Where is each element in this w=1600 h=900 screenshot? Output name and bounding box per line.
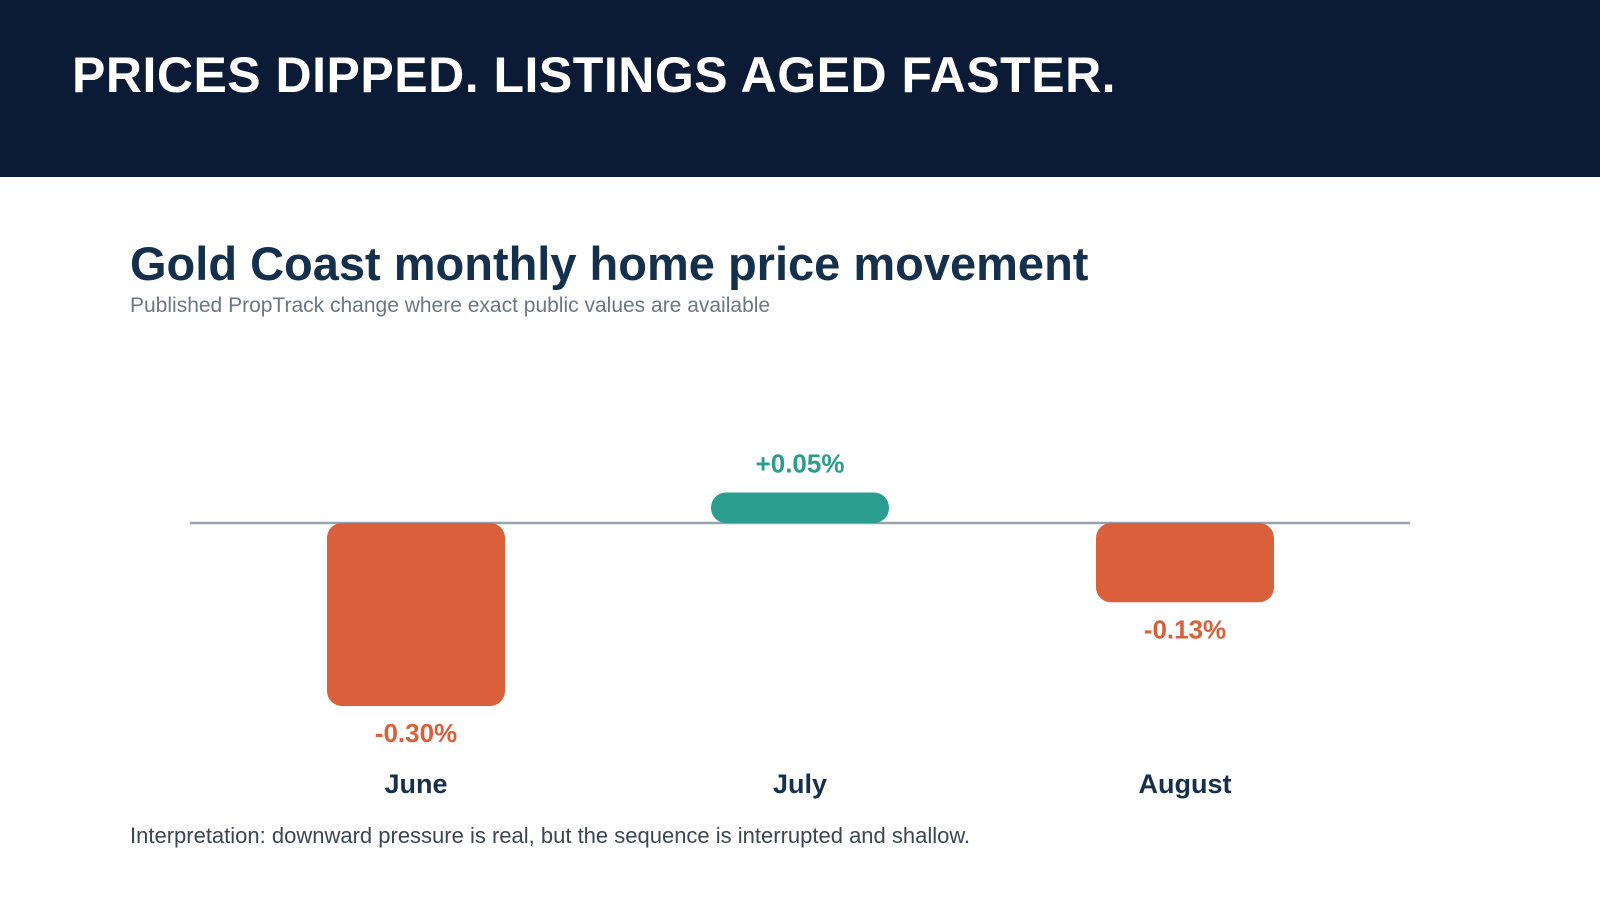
header-band — [0, 0, 1600, 177]
value-label-august: -0.13% — [1144, 614, 1226, 644]
slide-headline: PRICES DIPPED. LISTINGS AGED FASTER. — [72, 47, 1117, 103]
category-label-august: August — [1139, 769, 1232, 799]
bar-august — [1096, 523, 1274, 603]
bar-june — [327, 523, 505, 706]
bar-july — [711, 492, 889, 523]
chart-title: Gold Coast monthly home price movement — [130, 237, 1089, 290]
value-label-june: -0.30% — [375, 718, 457, 748]
value-label-july: +0.05% — [756, 449, 845, 479]
category-label-july: July — [773, 769, 827, 799]
interpretation-note: Interpretation: downward pressure is rea… — [130, 823, 971, 848]
chart-subtitle: Published PropTrack change where exact p… — [130, 294, 771, 317]
category-label-june: June — [384, 769, 447, 799]
bars-group: -0.30% June +0.05% July -0.13% August — [327, 449, 1274, 799]
